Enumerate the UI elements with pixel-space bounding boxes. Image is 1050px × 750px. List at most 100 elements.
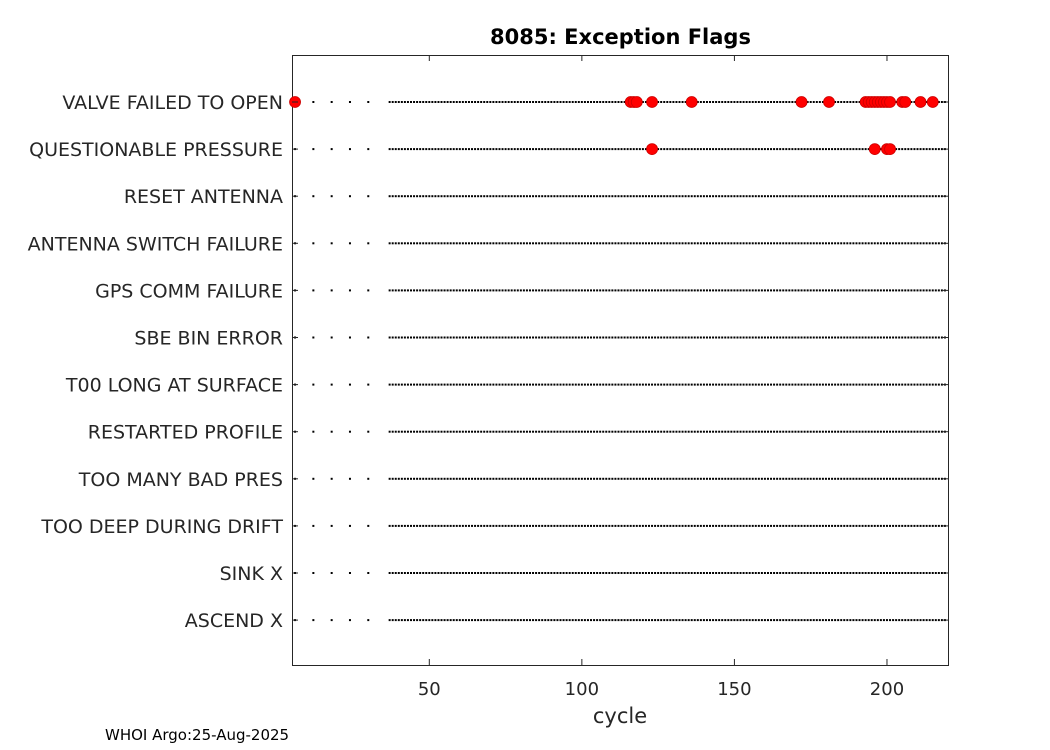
baseline-point bbox=[672, 477, 675, 480]
baseline-point bbox=[403, 195, 406, 198]
baseline-point bbox=[721, 289, 724, 292]
baseline-point bbox=[864, 195, 867, 198]
baseline-point bbox=[892, 195, 895, 198]
baseline-point bbox=[666, 524, 669, 527]
baseline-point bbox=[419, 195, 422, 198]
baseline-point bbox=[471, 289, 474, 292]
baseline-point bbox=[501, 383, 504, 386]
baseline-point bbox=[776, 336, 779, 339]
baseline-point bbox=[699, 619, 702, 622]
baseline-point bbox=[834, 289, 837, 292]
baseline-point bbox=[614, 524, 617, 527]
baseline-point bbox=[400, 619, 403, 622]
baseline-point bbox=[712, 195, 715, 198]
baseline-point bbox=[889, 619, 892, 622]
y-tick-label: SINK X bbox=[220, 563, 283, 585]
baseline-point bbox=[638, 336, 641, 339]
baseline-point bbox=[574, 430, 577, 433]
baseline-point bbox=[660, 242, 663, 245]
baseline-point bbox=[644, 195, 647, 198]
baseline-point bbox=[751, 572, 754, 574]
baseline-point bbox=[510, 430, 513, 433]
baseline-point bbox=[489, 477, 492, 480]
baseline-point bbox=[751, 619, 754, 622]
baseline-point bbox=[675, 336, 678, 339]
baseline-point bbox=[638, 383, 641, 386]
baseline-point bbox=[397, 619, 400, 622]
baseline-point bbox=[748, 430, 751, 433]
baseline-point bbox=[882, 195, 885, 198]
baseline-point bbox=[818, 477, 821, 480]
baseline-point bbox=[580, 195, 583, 198]
baseline-point bbox=[861, 242, 864, 245]
baseline-point bbox=[846, 148, 849, 151]
baseline-point bbox=[718, 524, 721, 527]
baseline-point bbox=[733, 101, 736, 103]
baseline-point bbox=[824, 383, 827, 386]
baseline-point bbox=[397, 524, 400, 527]
baseline-point bbox=[913, 195, 916, 198]
baseline-point bbox=[882, 572, 885, 574]
baseline-point bbox=[821, 242, 824, 245]
baseline-point bbox=[629, 336, 632, 339]
baseline-point bbox=[831, 572, 834, 574]
baseline-point bbox=[458, 477, 461, 480]
baseline-point bbox=[754, 524, 757, 527]
baseline-point bbox=[599, 289, 602, 292]
baseline-point bbox=[617, 572, 620, 574]
baseline-point bbox=[766, 383, 769, 386]
baseline-point bbox=[406, 336, 409, 339]
baseline-point bbox=[507, 289, 510, 292]
baseline-point bbox=[501, 242, 504, 245]
baseline-point bbox=[718, 148, 721, 151]
baseline-point bbox=[800, 572, 803, 574]
baseline-point bbox=[858, 383, 861, 386]
baseline-point bbox=[635, 572, 638, 574]
baseline-point bbox=[614, 477, 617, 480]
baseline-point bbox=[400, 477, 403, 480]
baseline-point bbox=[791, 619, 794, 622]
baseline-point bbox=[617, 289, 620, 292]
baseline-point bbox=[437, 430, 440, 433]
baseline-point bbox=[709, 477, 712, 480]
baseline-point bbox=[785, 242, 788, 245]
baseline-point bbox=[516, 619, 519, 622]
baseline-point bbox=[406, 572, 409, 574]
baseline-point bbox=[577, 242, 580, 245]
baseline-point bbox=[791, 430, 794, 433]
baseline-point bbox=[565, 336, 568, 339]
baseline-point bbox=[571, 242, 574, 245]
baseline-point bbox=[693, 289, 696, 292]
baseline-point bbox=[425, 336, 428, 339]
baseline-point bbox=[715, 195, 718, 198]
baseline-point bbox=[461, 242, 464, 245]
baseline-point bbox=[928, 289, 931, 292]
baseline-point bbox=[705, 148, 708, 151]
baseline-point bbox=[593, 383, 596, 386]
baseline-point bbox=[553, 572, 556, 574]
baseline-point bbox=[803, 148, 806, 151]
baseline-point bbox=[672, 289, 675, 292]
baseline-point bbox=[474, 148, 477, 151]
baseline-point bbox=[867, 619, 870, 622]
baseline-point bbox=[895, 195, 898, 198]
baseline-point bbox=[413, 336, 416, 339]
baseline-point bbox=[541, 477, 544, 480]
baseline-point bbox=[422, 572, 425, 574]
baseline-point bbox=[443, 101, 446, 103]
baseline-point bbox=[742, 477, 745, 480]
baseline-point bbox=[925, 336, 928, 339]
baseline-point bbox=[586, 477, 589, 480]
baseline-point bbox=[467, 619, 470, 622]
baseline-point bbox=[919, 336, 922, 339]
baseline-point bbox=[635, 430, 638, 433]
baseline-point bbox=[391, 572, 394, 574]
baseline-point bbox=[745, 336, 748, 339]
baseline-point bbox=[489, 336, 492, 339]
baseline-point bbox=[901, 148, 904, 151]
baseline-point bbox=[397, 383, 400, 386]
baseline-point bbox=[632, 148, 635, 151]
baseline-point bbox=[828, 572, 830, 574]
baseline-point bbox=[583, 572, 586, 574]
baseline-point bbox=[464, 477, 467, 480]
